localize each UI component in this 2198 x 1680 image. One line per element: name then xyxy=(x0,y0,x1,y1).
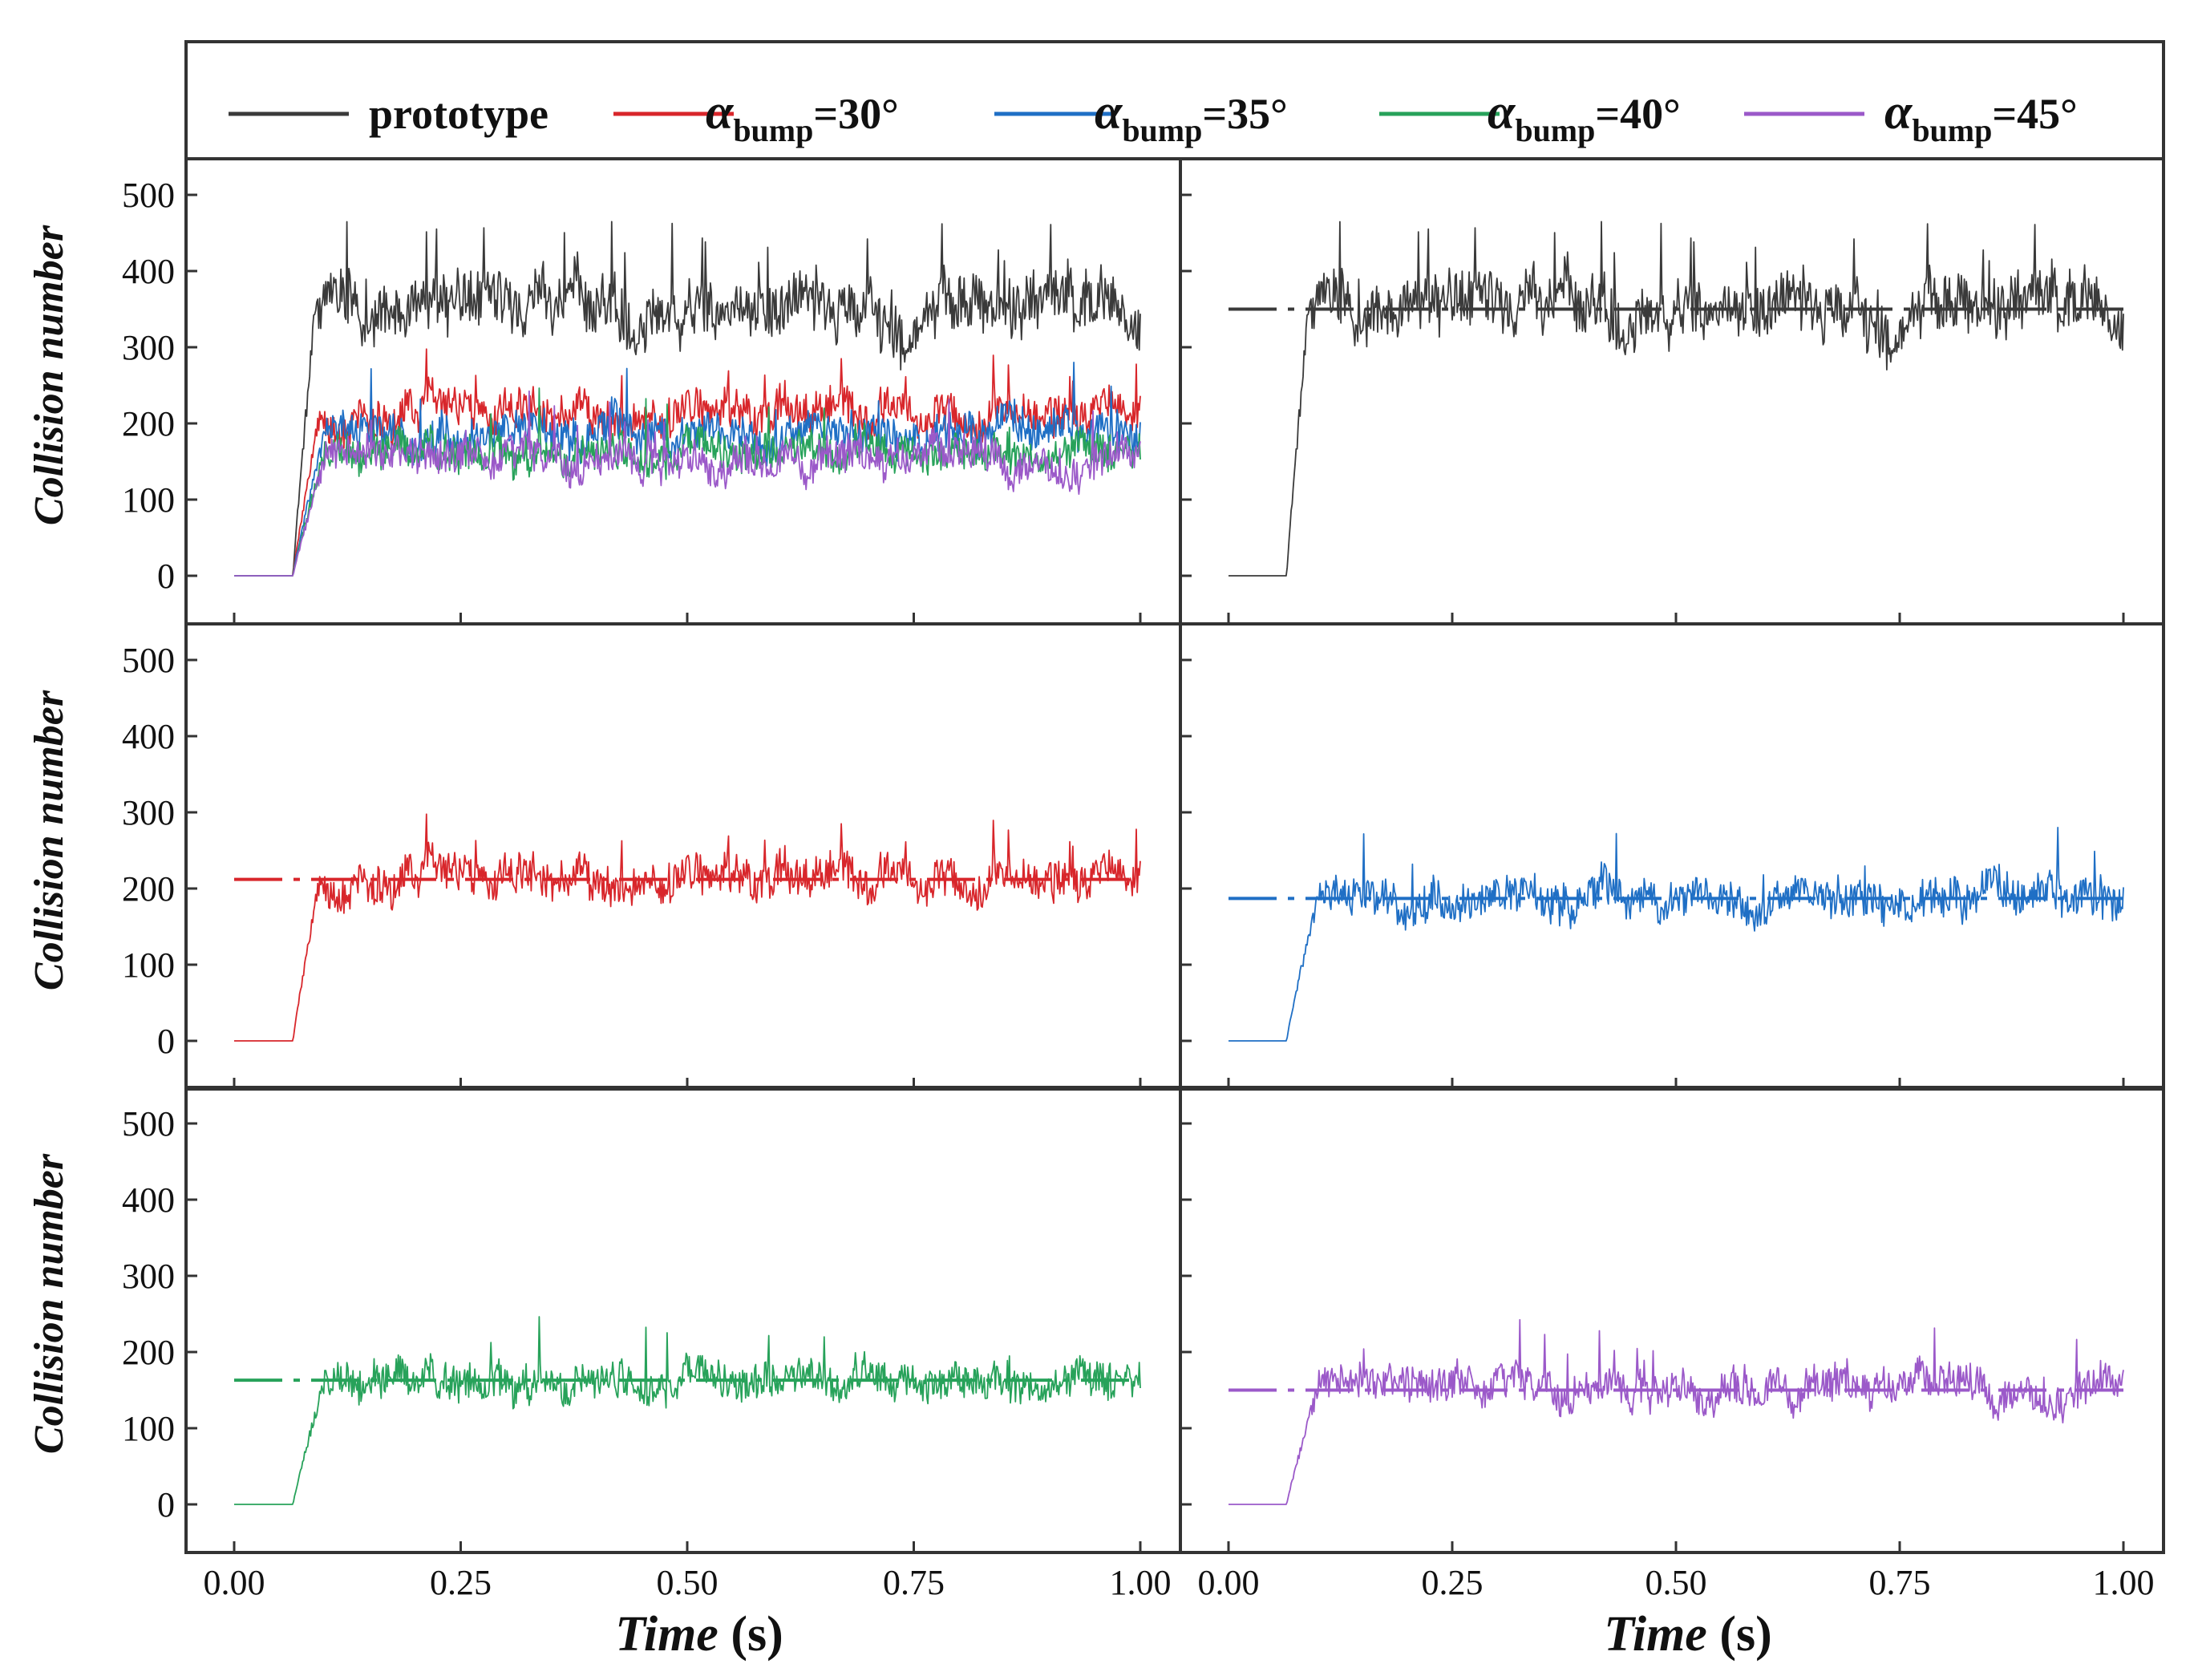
panel-frame-2 xyxy=(184,622,1182,1091)
panel-frame-0 xyxy=(184,157,1182,625)
x-axis-label-unit: (s) xyxy=(1719,1607,1771,1662)
series-line-0 xyxy=(234,221,1141,577)
y-axis-label: Collision number xyxy=(26,1153,72,1454)
series-line-0 xyxy=(1229,221,2124,577)
ytick-label: 500 xyxy=(122,1104,175,1144)
xtick-label: 0.75 xyxy=(1869,1563,1931,1602)
panels: 0 100 200 300 400 500 0 100 200 300 400 500 0 100 200 3… xyxy=(122,157,2165,1602)
series-line-3 xyxy=(234,1316,1141,1505)
legend-sub-3: bump xyxy=(1515,112,1595,148)
series-line-2 xyxy=(1229,827,2124,1042)
panel-frame-4 xyxy=(184,1086,1182,1554)
legend-suffix-3: =40° xyxy=(1595,90,1680,138)
legend-sub-4: bump xyxy=(1912,112,1992,148)
legend: prototype αbump=30° αbump=35° αbump=40° αbum… xyxy=(184,40,2165,160)
legend-sub-1: bump xyxy=(733,112,813,148)
ytick-label: 500 xyxy=(122,641,175,680)
x-axis-label-var: Time xyxy=(615,1607,731,1662)
ytick-label: 200 xyxy=(122,869,175,909)
legend-alpha-3: α xyxy=(1488,85,1516,140)
panel-frame-5 xyxy=(1179,1086,2165,1554)
xtick-label: 0.50 xyxy=(1645,1563,1707,1602)
xtick-label: 0.25 xyxy=(1422,1563,1484,1602)
ytick-label: 300 xyxy=(122,328,175,367)
panel-2: 0 100 200 300 400 500 xyxy=(122,622,1182,1091)
panel-5: 0.00 0.25 0.50 0.75 1.00 xyxy=(1179,1086,2165,1602)
panel-frame-3 xyxy=(1179,622,2165,1091)
xtick-label: 0.25 xyxy=(430,1563,492,1602)
legend-alpha-4: α xyxy=(1884,85,1913,140)
legend-alpha-2: α xyxy=(1095,85,1123,140)
ytick-label: 0 xyxy=(157,1485,175,1524)
x-axis-label-unit: (s) xyxy=(731,1607,783,1662)
series-line-1 xyxy=(234,348,1141,577)
xtick-label: 1.00 xyxy=(1110,1563,1172,1602)
series-line-4 xyxy=(1229,1318,2124,1505)
series-line-3 xyxy=(234,387,1141,577)
x-axis-label-var: Time xyxy=(1604,1607,1719,1662)
legend-alpha-1: α xyxy=(706,85,735,140)
panel-3 xyxy=(1179,622,2165,1091)
legend-suffix-4: =45° xyxy=(1992,90,2077,138)
ytick-label: 100 xyxy=(122,945,175,985)
ytick-label: 200 xyxy=(122,404,175,443)
xtick-label: 1.00 xyxy=(2093,1563,2155,1602)
x-axis-label: Time (s) xyxy=(615,1607,783,1662)
ytick-label: 300 xyxy=(122,793,175,832)
y-axis-label: Collision number xyxy=(26,225,72,525)
legend-sub-2: bump xyxy=(1122,112,1202,148)
series-line-1 xyxy=(234,813,1141,1042)
series-line-4 xyxy=(234,390,1141,577)
xtick-label: 0.00 xyxy=(204,1563,265,1602)
xtick-label: 0.75 xyxy=(883,1563,945,1602)
ytick-label: 100 xyxy=(122,480,175,520)
ytick-label: 500 xyxy=(122,176,175,215)
ytick-label: 0 xyxy=(157,1022,175,1061)
panel-4: 0 100 200 300 400 500 0.00 0.25 0.50 0.75 1.00 xyxy=(122,1086,1182,1602)
legend-label-1: αbump=30° xyxy=(706,85,899,148)
y-axis-label: Collision number xyxy=(26,690,72,990)
legend-label-4: αbump=45° xyxy=(1884,85,2078,148)
panel-1 xyxy=(1179,157,2165,625)
legend-label-0: prototype xyxy=(369,90,548,138)
xtick-label: 0.50 xyxy=(657,1563,718,1602)
ytick-label: 200 xyxy=(122,1333,175,1372)
ytick-label: 100 xyxy=(122,1409,175,1448)
ytick-label: 0 xyxy=(157,557,175,596)
xtick-label: 0.00 xyxy=(1198,1563,1260,1602)
legend-label-3: αbump=40° xyxy=(1488,85,1681,148)
panel-frame-1 xyxy=(1179,157,2165,625)
ytick-label: 400 xyxy=(122,717,175,756)
ytick-label: 300 xyxy=(122,1257,175,1296)
ytick-label: 400 xyxy=(122,252,175,291)
panel-0: 0 100 200 300 400 500 xyxy=(122,157,1182,625)
legend-label-2: αbump=35° xyxy=(1095,85,1288,148)
legend-suffix-1: =30° xyxy=(813,90,898,138)
legend-suffix-2: =35° xyxy=(1202,90,1287,138)
x-axis-label: Time (s) xyxy=(1604,1607,1771,1662)
axis-labels: Collision number Collision number Collisio… xyxy=(26,225,1772,1662)
ytick-label: 400 xyxy=(122,1180,175,1220)
